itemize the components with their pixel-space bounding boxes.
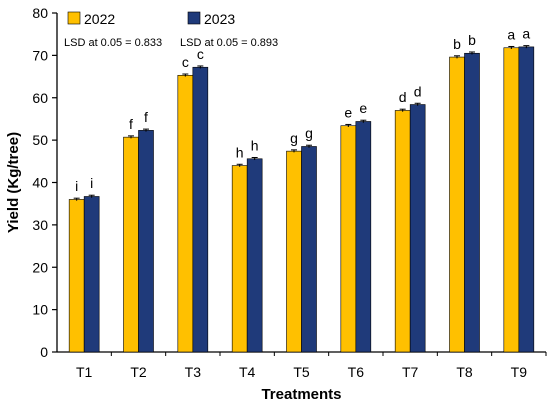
x-tick-label: T8 [456,364,473,380]
significance-label: e [359,100,367,116]
bar-2022-T8 [449,56,465,353]
y-tick-label: 10 [32,302,48,318]
bar-2022-T3 [177,74,194,353]
significance-label: c [197,46,204,62]
legend-swatch-2023 [187,11,201,25]
significance-label: d [414,83,422,99]
significance-label: h [236,144,244,160]
y-tick-label: 0 [40,344,48,360]
x-tick-label: T3 [185,364,202,380]
lsd-note-2022: LSD at 0.05 = 0.833 [64,37,162,49]
bar-2022-T6 [340,125,357,353]
x-tick-label: T9 [511,364,528,380]
y-tick-label: 30 [32,217,48,233]
bar-2022-T2 [123,136,139,353]
bar-2023-T6 [355,121,372,353]
y-tick-label: 60 [32,90,48,106]
legend-label-2022: 2022 [84,11,115,27]
significance-label: i [75,178,78,194]
significance-label: b [453,36,461,52]
significance-label: d [399,89,407,105]
significance-label: i [90,175,93,191]
y-tick-label: 70 [32,47,48,63]
significance-label: e [344,104,352,120]
bar-2023-T7 [409,104,426,353]
significance-label: g [305,125,313,141]
bar-2023-T5 [301,146,317,353]
x-tick-label: T6 [348,364,365,380]
significance-label: f [129,116,133,132]
legend-label-2023: 2023 [204,11,235,27]
significance-label: a [507,26,515,42]
bar-2023-T1 [83,196,100,353]
x-tick-label: T5 [293,364,310,380]
x-tick-label: T1 [76,364,93,380]
bar-2023-T8 [464,52,480,353]
significance-label: g [290,130,298,146]
x-tick-label: T2 [130,364,147,380]
x-tick-label: T4 [239,364,256,380]
significance-label: b [468,32,476,48]
lsd-note-2023: LSD at 0.05 = 0.893 [180,37,278,49]
bar-2023-T4 [246,158,263,353]
y-axis-title: Yield (Kg/tree) [5,132,22,233]
bar-2022-T7 [394,110,411,353]
significance-label: c [182,54,189,70]
bar-2023-T9 [518,46,535,353]
bar-2022-T1 [68,199,85,353]
significance-label: f [144,109,148,125]
x-axis-title: Treatments [261,386,341,403]
bar-2022-T5 [286,150,302,353]
bar-2022-T4 [231,165,248,353]
y-tick-label: 80 [32,5,48,21]
bar-2023-T2 [138,130,154,353]
legend-swatch-2022 [67,11,81,25]
legend: 2022 LSD at 0.05 = 0.833 2023 LSD at 0.05 =… [64,11,278,49]
y-tick-label: 40 [32,175,48,191]
significance-label: a [522,26,530,42]
y-tick-label: 20 [32,259,48,275]
x-tick-label: T7 [402,364,419,380]
bar-2022-T9 [503,47,520,353]
y-tick-label: 50 [32,132,48,148]
labels: 0 10 20 30 40 50 60 70 80 Yield (Kg/tree) T1 i i T2 f f… [5,5,530,403]
bars [68,45,535,353]
bar-2023-T3 [192,66,209,353]
significance-label: h [251,137,259,153]
